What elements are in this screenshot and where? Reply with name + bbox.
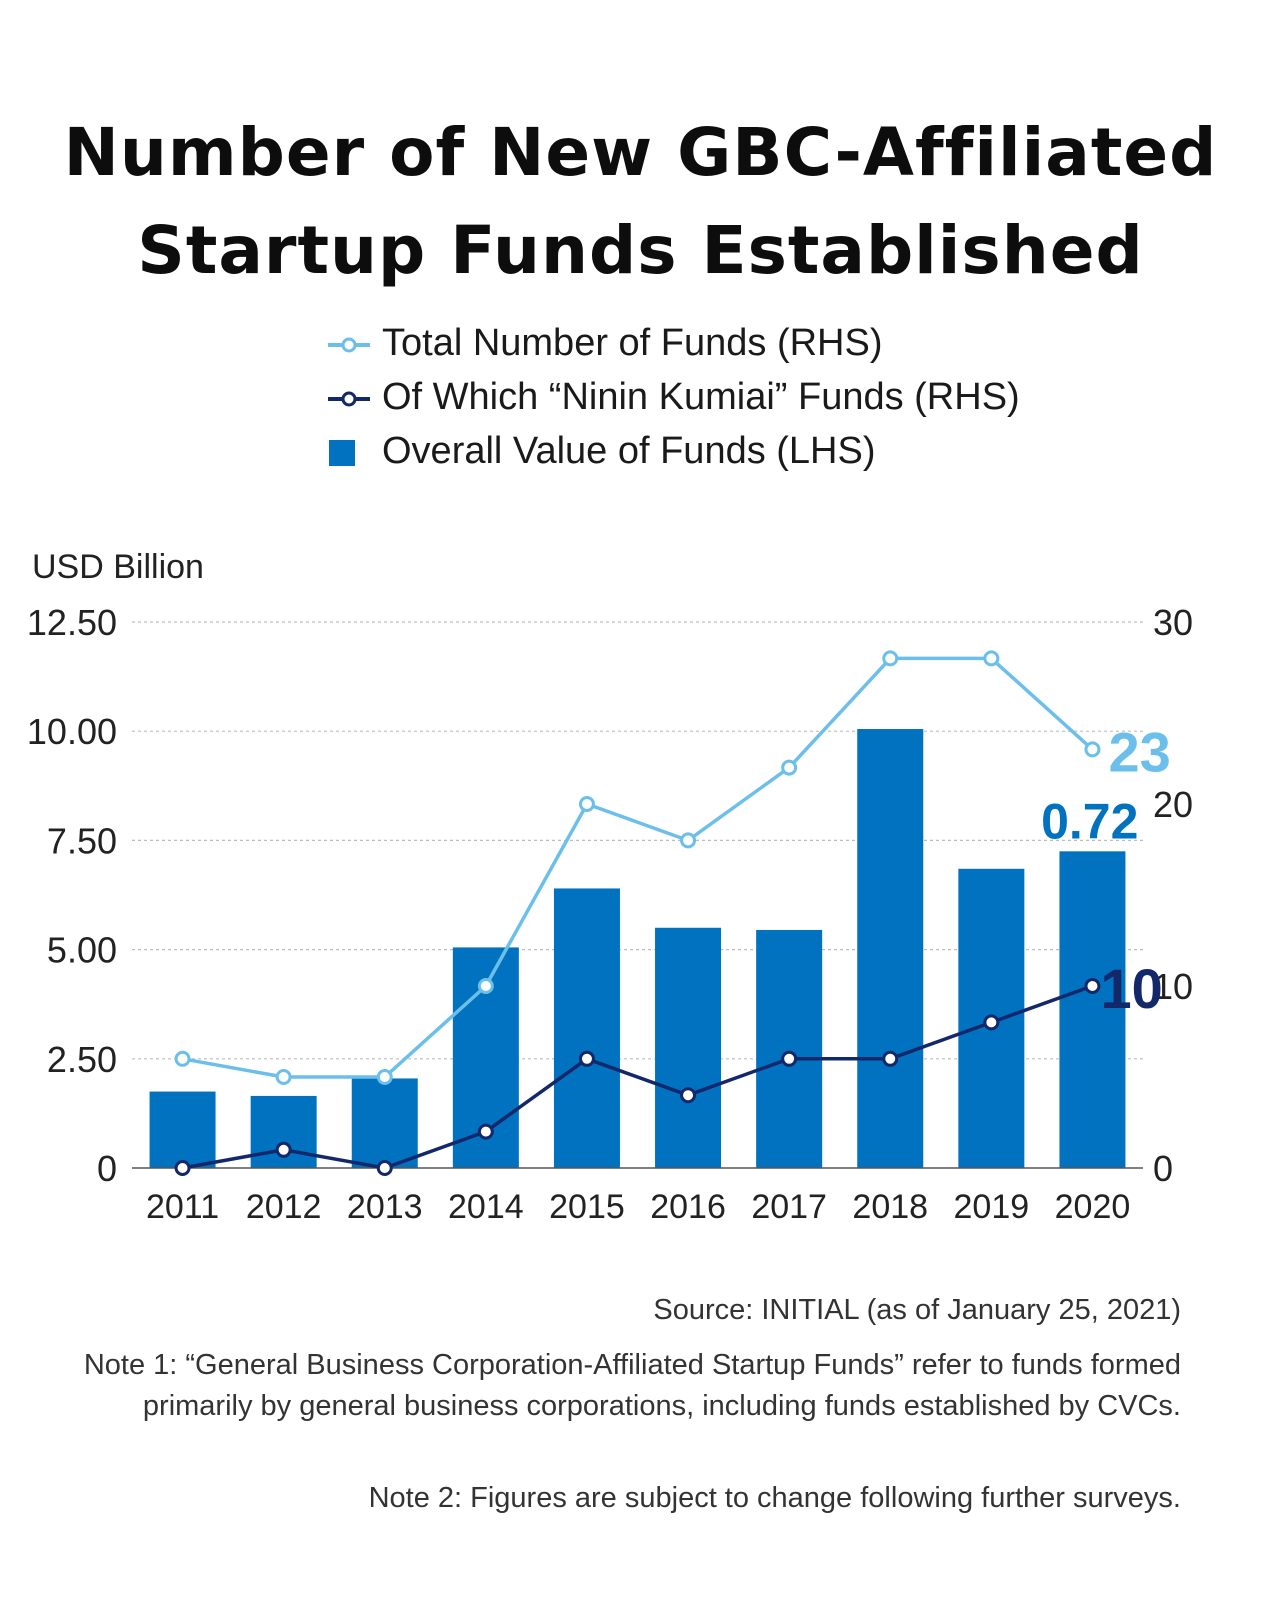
line-point: [1084, 741, 1101, 758]
y-tick-label-right: 20: [1153, 784, 1193, 825]
line-point: [174, 1050, 191, 1067]
legend-line-marker-icon: [328, 337, 370, 353]
legend-label: Overall Value of Funds (LHS): [382, 430, 876, 472]
note-1: Note 1: “General Business Corporation-Af…: [83, 1349, 1181, 1422]
x-tick-label: 2013: [347, 1188, 423, 1226]
line-point: [578, 796, 595, 812]
line-point: [882, 1050, 899, 1067]
x-tick-label: 2016: [650, 1188, 726, 1226]
x-tick-label: 2012: [246, 1188, 322, 1226]
bar: [1059, 851, 1126, 1168]
bar: [857, 729, 924, 1168]
line-point: [275, 1069, 292, 1085]
line-point: [680, 832, 697, 849]
x-tick-label: 2017: [751, 1188, 827, 1226]
line-point: [174, 1160, 191, 1176]
y-tick-label-right: 30: [1153, 602, 1193, 643]
note-2: Note 2: Figures are subject to change fo…: [368, 1482, 1181, 1514]
line-point: [781, 759, 798, 776]
legend-item-total-funds: Total Number of Funds (RHS): [326, 318, 1086, 372]
line-ninin-kumiai: [182, 984, 1093, 1170]
y-tick-label-right: 10: [1153, 966, 1193, 1007]
y-tick-label-left: 2.50: [47, 1039, 117, 1080]
line-point: [680, 1087, 697, 1104]
annotation-ninin-kumiai: 10: [1100, 957, 1162, 1020]
x-tick-label: 2011: [146, 1188, 219, 1226]
annotation-total-funds: 23: [1108, 720, 1170, 783]
line-point: [275, 1141, 292, 1158]
x-tick-label: 2018: [852, 1188, 928, 1226]
chart-title-line-2: Startup Funds Established: [137, 212, 1144, 289]
bar: [655, 927, 722, 1168]
bar: [149, 1091, 216, 1168]
line-point: [983, 650, 1000, 667]
legend: Total Number of Funds (RHS) Of Which “Ni…: [326, 318, 1086, 480]
x-tick-label: 2020: [1055, 1188, 1131, 1226]
line-point: [477, 1123, 494, 1140]
bar: [553, 888, 620, 1168]
line-point: [1084, 978, 1101, 994]
legend-label: Of Which “Ninin Kumiai” Funds (RHS): [382, 376, 1020, 418]
combo-chart: USD Billion 0 2.50 5.00 7.50 10.00 12.50 0 10 20 3…: [27, 548, 1193, 1226]
y-tick-label-left: 7.50: [47, 820, 117, 861]
y-tick-label-left: 10.00: [27, 711, 117, 752]
chart-title-line-1: Number of New GBC-Affiliated: [63, 114, 1218, 191]
line-point: [376, 1069, 393, 1085]
line-point: [882, 650, 899, 667]
line-point: [477, 978, 494, 994]
y-tick-label-left: 0: [97, 1148, 117, 1189]
line-total-funds: [182, 656, 1094, 1079]
source-note: Source: INITIAL (as of January 25, 2021): [653, 1294, 1181, 1326]
bar: [351, 1078, 418, 1168]
annotation-overall-value: 0.72: [1041, 793, 1138, 849]
line-point: [578, 1050, 595, 1067]
line-point: [781, 1050, 798, 1067]
line-point: [983, 1014, 1000, 1031]
legend-line-marker-icon: [328, 391, 370, 407]
y-tick-label-left: 12.50: [27, 602, 117, 643]
line-point: [376, 1160, 393, 1176]
x-tick-label: 2019: [954, 1188, 1030, 1226]
x-tick-label: 2014: [448, 1188, 524, 1226]
legend-bar-swatch-icon: [329, 440, 355, 466]
y-tick-label-left: 5.00: [47, 930, 117, 971]
bar: [756, 929, 823, 1168]
legend-item-ninin-kumiai: Of Which “Ninin Kumiai” Funds (RHS): [326, 372, 1086, 426]
y-tick-label-right: 0: [1153, 1148, 1173, 1189]
x-tick-label: 2015: [549, 1188, 625, 1226]
legend-label: Total Number of Funds (RHS): [382, 322, 883, 364]
legend-item-overall-value: Overall Value of Funds (LHS): [326, 426, 1086, 480]
y-axis-title-left: USD Billion: [32, 548, 204, 586]
